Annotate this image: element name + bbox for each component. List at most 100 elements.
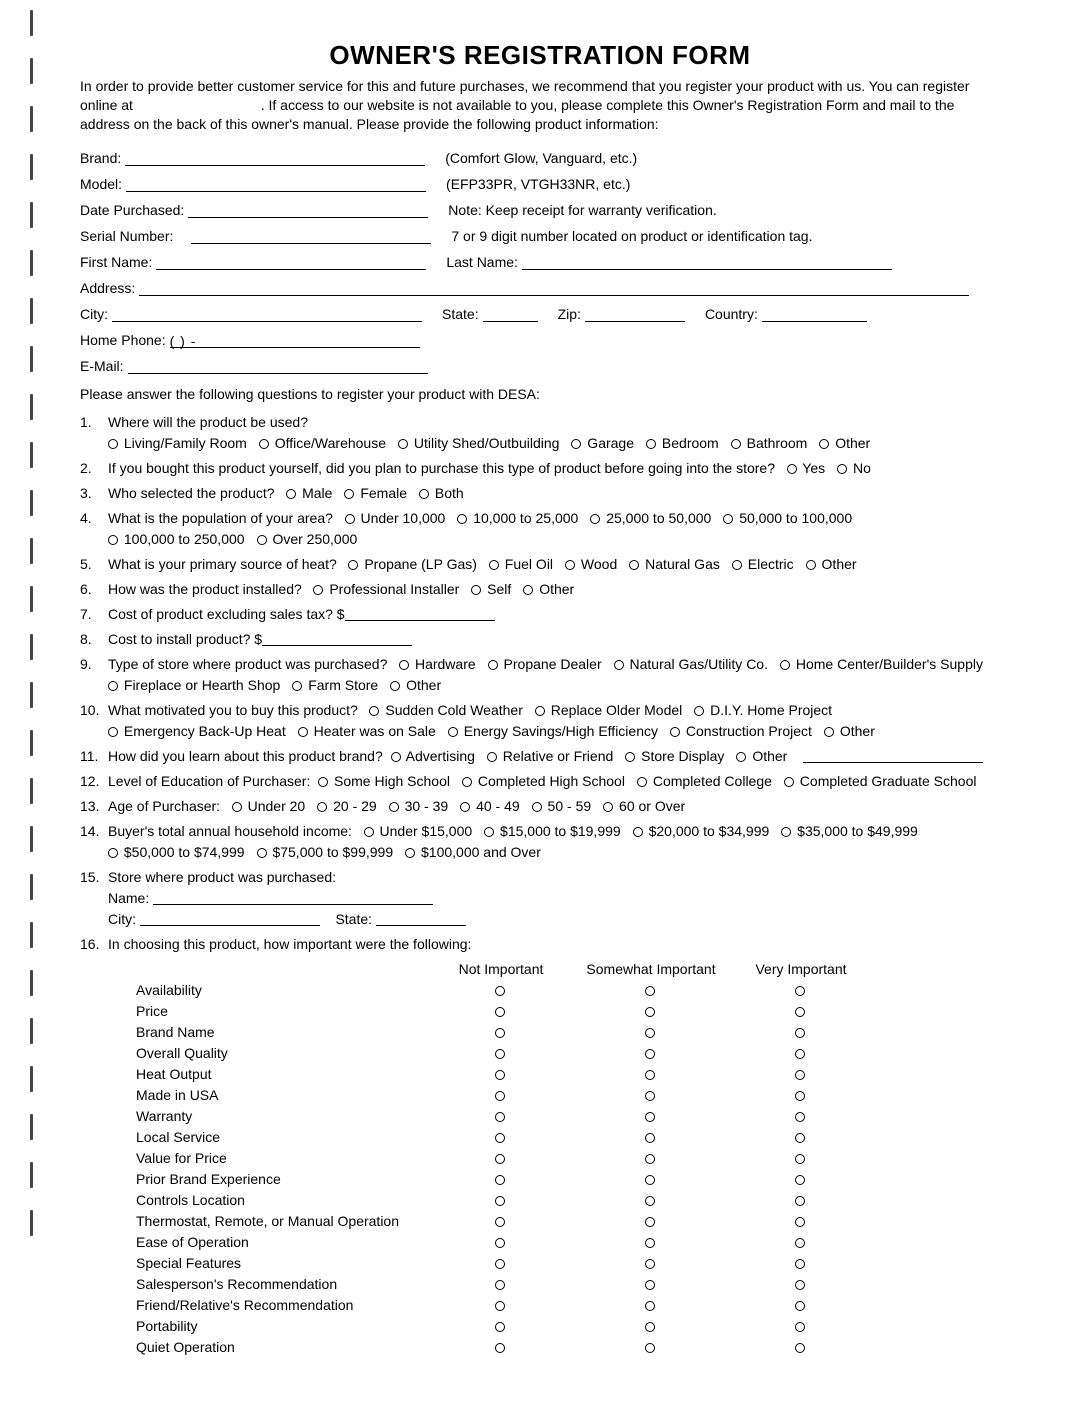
- option[interactable]: Advertising: [391, 746, 475, 767]
- option[interactable]: 10,000 to 25,000: [457, 508, 578, 529]
- radio-icon[interactable]: [495, 1133, 505, 1143]
- radio-icon[interactable]: [795, 986, 805, 996]
- option[interactable]: Fuel Oil: [489, 554, 553, 575]
- radio-icon[interactable]: [495, 1112, 505, 1122]
- option[interactable]: Other: [523, 579, 574, 600]
- option[interactable]: Under 20: [232, 796, 305, 817]
- radio-icon[interactable]: [645, 1343, 655, 1353]
- radio-icon[interactable]: [495, 1175, 505, 1185]
- radio-icon[interactable]: [645, 1301, 655, 1311]
- radio-icon[interactable]: [495, 1091, 505, 1101]
- option[interactable]: 60 or Over: [603, 796, 685, 817]
- option[interactable]: Other: [806, 554, 857, 575]
- option[interactable]: Sudden Cold Weather: [369, 700, 522, 721]
- option[interactable]: Some High School: [318, 771, 450, 792]
- option[interactable]: 100,000 to 250,000: [108, 529, 245, 550]
- option[interactable]: Wood: [565, 554, 617, 575]
- city-input[interactable]: [112, 307, 422, 322]
- option[interactable]: Office/Warehouse: [259, 433, 386, 454]
- radio-icon[interactable]: [795, 1259, 805, 1269]
- option[interactable]: Male: [286, 483, 332, 504]
- radio-icon[interactable]: [795, 1322, 805, 1332]
- radio-icon[interactable]: [795, 1175, 805, 1185]
- firstname-input[interactable]: [156, 255, 426, 270]
- radio-icon[interactable]: [495, 1007, 505, 1017]
- option[interactable]: Heater was on Sale: [298, 721, 436, 742]
- option[interactable]: Utility Shed/Outbuilding: [398, 433, 559, 454]
- radio-icon[interactable]: [795, 1007, 805, 1017]
- option[interactable]: $50,000 to $74,999: [108, 842, 245, 863]
- option[interactable]: $20,000 to $34,999: [633, 821, 770, 842]
- q7-input[interactable]: [345, 607, 495, 621]
- radio-icon[interactable]: [645, 1154, 655, 1164]
- option[interactable]: Natural Gas: [629, 554, 720, 575]
- radio-icon[interactable]: [795, 1343, 805, 1353]
- option[interactable]: 50,000 to 100,000: [723, 508, 852, 529]
- radio-icon[interactable]: [495, 1154, 505, 1164]
- radio-icon[interactable]: [795, 1154, 805, 1164]
- radio-icon[interactable]: [645, 1112, 655, 1122]
- address-input[interactable]: [139, 281, 969, 296]
- radio-icon[interactable]: [645, 1133, 655, 1143]
- option[interactable]: $100,000 and Over: [405, 842, 541, 863]
- radio-icon[interactable]: [645, 1175, 655, 1185]
- q15-city-input[interactable]: [140, 912, 320, 926]
- email-input[interactable]: [128, 359, 428, 374]
- zip-input[interactable]: [585, 307, 685, 322]
- option[interactable]: Completed College: [637, 771, 772, 792]
- radio-icon[interactable]: [495, 1301, 505, 1311]
- model-input[interactable]: [126, 177, 426, 192]
- radio-icon[interactable]: [795, 1217, 805, 1227]
- option[interactable]: Completed Graduate School: [784, 771, 977, 792]
- date-input[interactable]: [188, 203, 428, 218]
- option[interactable]: 50 - 59: [532, 796, 591, 817]
- option[interactable]: Emergency Back-Up Heat: [108, 721, 286, 742]
- option[interactable]: Yes: [787, 458, 825, 479]
- phone-input[interactable]: ( ) -: [170, 333, 420, 348]
- radio-icon[interactable]: [645, 1196, 655, 1206]
- radio-icon[interactable]: [795, 1070, 805, 1080]
- radio-icon[interactable]: [645, 1259, 655, 1269]
- option[interactable]: Other: [824, 721, 875, 742]
- option[interactable]: Other: [390, 675, 441, 696]
- option[interactable]: Self: [471, 579, 511, 600]
- radio-icon[interactable]: [645, 1028, 655, 1038]
- option[interactable]: D.I.Y. Home Project: [694, 700, 832, 721]
- option[interactable]: Store Display: [625, 746, 724, 767]
- option[interactable]: Living/Family Room: [108, 433, 247, 454]
- option[interactable]: Other: [819, 433, 870, 454]
- option[interactable]: 30 - 39: [389, 796, 448, 817]
- radio-icon[interactable]: [795, 1280, 805, 1290]
- radio-icon[interactable]: [795, 1301, 805, 1311]
- q11-other-input[interactable]: [803, 749, 983, 763]
- radio-icon[interactable]: [495, 1070, 505, 1080]
- radio-icon[interactable]: [795, 1112, 805, 1122]
- radio-icon[interactable]: [795, 1091, 805, 1101]
- radio-icon[interactable]: [645, 1007, 655, 1017]
- radio-icon[interactable]: [645, 1091, 655, 1101]
- radio-icon[interactable]: [495, 986, 505, 996]
- option[interactable]: Natural Gas/Utility Co.: [614, 654, 768, 675]
- radio-icon[interactable]: [645, 1280, 655, 1290]
- option[interactable]: $15,000 to $19,999: [484, 821, 621, 842]
- radio-icon[interactable]: [795, 1238, 805, 1248]
- option[interactable]: Relative or Friend: [487, 746, 613, 767]
- radio-icon[interactable]: [495, 1280, 505, 1290]
- option[interactable]: Construction Project: [670, 721, 812, 742]
- option[interactable]: 25,000 to 50,000: [590, 508, 711, 529]
- option[interactable]: Replace Older Model: [535, 700, 682, 721]
- radio-icon[interactable]: [795, 1028, 805, 1038]
- option[interactable]: $75,000 to $99,999: [257, 842, 394, 863]
- option[interactable]: Home Center/Builder's Supply: [780, 654, 983, 675]
- radio-icon[interactable]: [645, 1217, 655, 1227]
- radio-icon[interactable]: [645, 1238, 655, 1248]
- option[interactable]: Over 250,000: [257, 529, 358, 550]
- q8-input[interactable]: [262, 632, 412, 646]
- option[interactable]: Propane Dealer: [488, 654, 602, 675]
- option[interactable]: No: [837, 458, 871, 479]
- option[interactable]: Both: [419, 483, 464, 504]
- option[interactable]: $35,000 to $49,999: [781, 821, 918, 842]
- country-input[interactable]: [762, 307, 867, 322]
- radio-icon[interactable]: [495, 1217, 505, 1227]
- option[interactable]: Completed High School: [462, 771, 625, 792]
